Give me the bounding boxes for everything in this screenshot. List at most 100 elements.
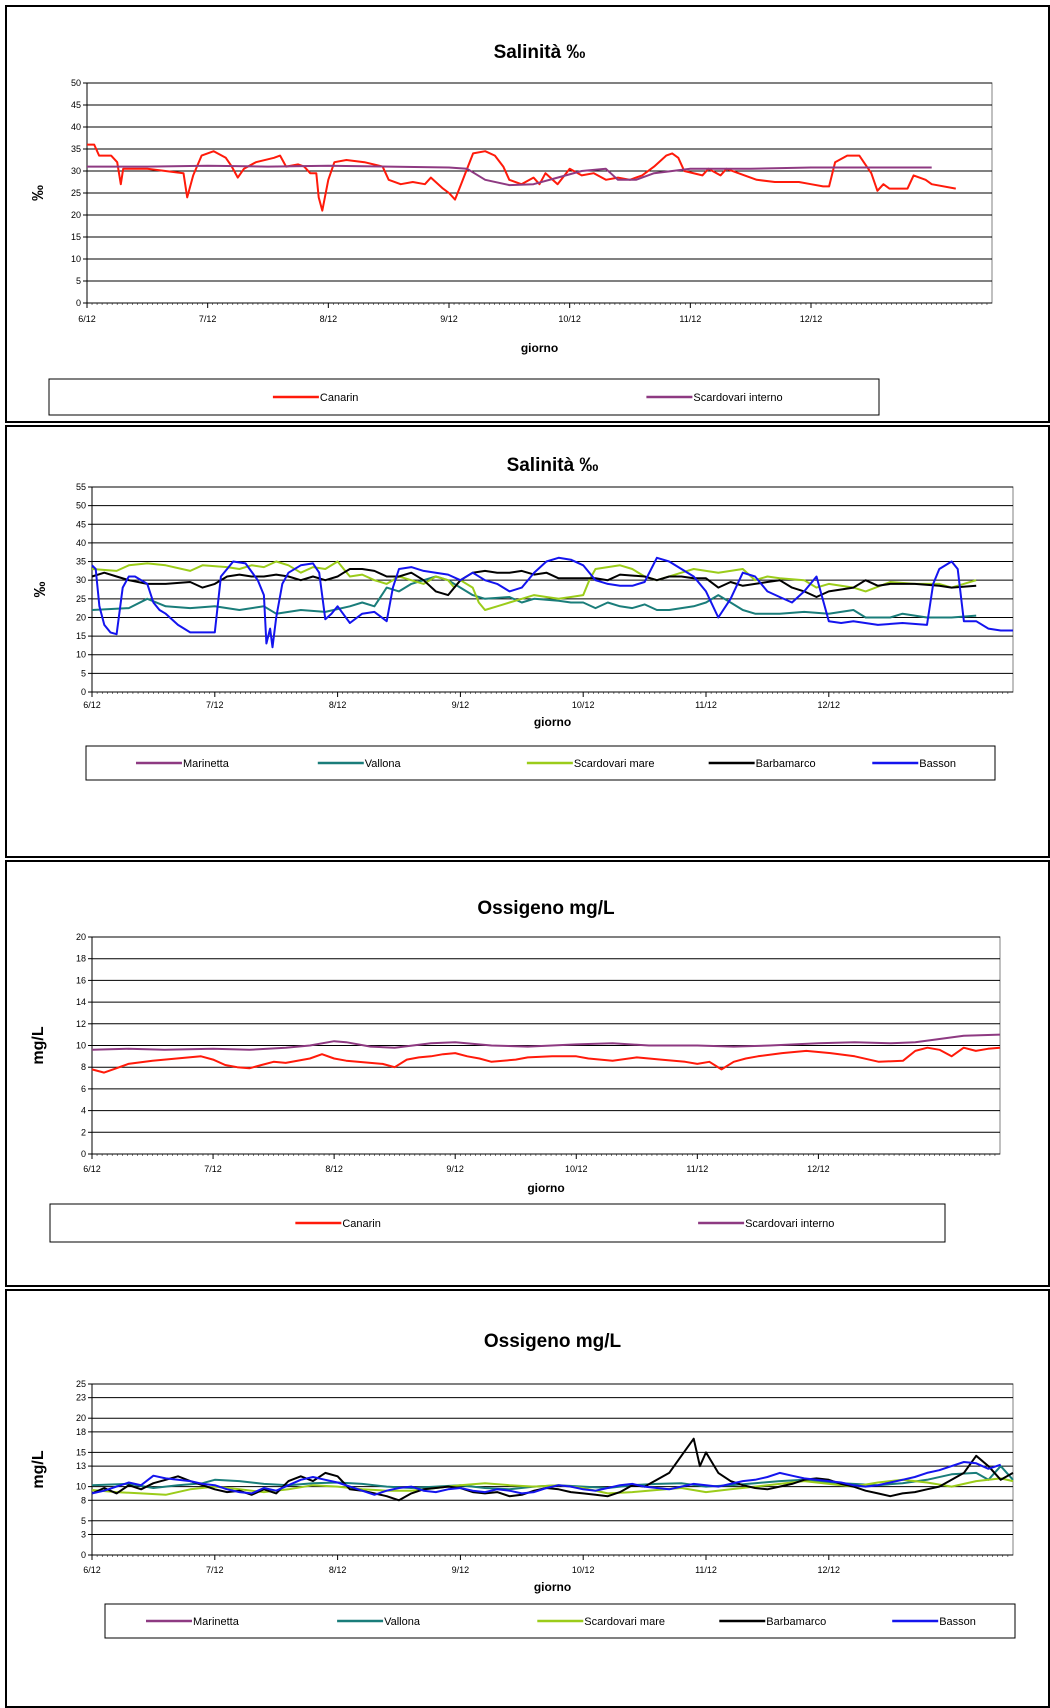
x-tick-label: 12/12 [818, 700, 841, 710]
y-tick-label: 15 [76, 631, 86, 641]
x-axis-label: giorno [534, 1580, 571, 1594]
legend-label: Vallona [365, 758, 402, 770]
legend-label: Marinetta [193, 1616, 240, 1628]
legend-label: Scardovari mare [584, 1616, 665, 1628]
legend-label: Barbamarco [766, 1616, 826, 1628]
legend-label: Scardovari mare [574, 758, 655, 770]
y-tick-label: 35 [76, 557, 86, 567]
legend-box [104, 1603, 1016, 1639]
x-tick-label: 6/12 [83, 700, 101, 710]
chart-panel-ossigeno-1: Ossigeno mg/L 0 2 4 6 8 10 12 14 16 18 20 6/12 7/12 8/… [5, 860, 1050, 1287]
y-tick-label: 20 [71, 210, 81, 220]
x-tick-label: 9/12 [446, 1164, 464, 1174]
chart-svg: Ossigeno mg/L 0 3 5 8 10 13 15 18 20 23 25 6/12 7/12 8… [30, 1331, 1016, 1639]
y-tick-label: 45 [71, 100, 81, 110]
y-tick-label: 23 [76, 1393, 86, 1403]
x-tick-label: 12/12 [818, 1565, 841, 1575]
x-tick-label: 10/12 [565, 1164, 588, 1174]
y-tick-label: 50 [71, 78, 81, 88]
x-tick-label: 6/12 [83, 1164, 101, 1174]
x-tick-label: 9/12 [452, 700, 470, 710]
y-tick-label: 25 [76, 594, 86, 604]
y-tick-label: 10 [76, 1041, 86, 1051]
y-axis-label: ‰ [30, 185, 47, 201]
y-tick-label: 4 [81, 1106, 86, 1116]
legend-label: Canarin [320, 392, 359, 404]
y-tick-label: 15 [71, 232, 81, 242]
y-tick-label: 18 [76, 954, 86, 964]
x-tick-label: 9/12 [440, 314, 458, 324]
legend-label: Canarin [342, 1218, 381, 1230]
x-tick-label: 8/12 [329, 700, 347, 710]
legend-label: Scardovari interno [693, 392, 782, 404]
chart-panel-ossigeno-2: Ossigeno mg/L 0 3 5 8 10 13 15 18 20 23 25 6/12 7/12 8… [5, 1289, 1050, 1708]
legend-label: Vallona [384, 1616, 421, 1628]
x-tick-label: 11/12 [686, 1164, 708, 1174]
chart-svg: Salinità ‰ 0 5 10 15 20 25 30 35 40 45 50 6/12 7/12 8/… [30, 42, 993, 416]
y-tick-label: 20 [76, 1413, 86, 1423]
x-tick-label: 8/12 [325, 1164, 343, 1174]
series-line-basson [91, 556, 1013, 649]
series-line-scardovari-interno [91, 1033, 1001, 1051]
chart-svg: Salinità ‰ 0 5 10 15 20 25 30 35 40 45 50 55 6/12 7/12… [32, 455, 1014, 781]
y-tick-label: 20 [76, 932, 86, 942]
y-axis-label: mg/L [30, 1026, 47, 1064]
y-tick-label: 0 [81, 1550, 86, 1560]
x-tick-label: 12/12 [800, 314, 823, 324]
y-tick-label: 40 [76, 538, 86, 548]
y-tick-label: 12 [76, 1019, 86, 1029]
x-axis-label: giorno [521, 341, 558, 355]
y-tick-label: 20 [76, 612, 86, 622]
legend-label: Scardovari interno [745, 1218, 834, 1230]
y-tick-label: 5 [81, 1516, 86, 1526]
x-tick-label: 11/12 [695, 700, 717, 710]
x-tick-label: 10/12 [572, 700, 595, 710]
y-tick-label: 0 [76, 298, 81, 308]
x-tick-label: 10/12 [572, 1565, 595, 1575]
x-tick-label: 6/12 [78, 314, 96, 324]
x-tick-label: 10/12 [558, 314, 581, 324]
y-tick-label: 18 [76, 1427, 86, 1437]
series-line-canarin [91, 1046, 1001, 1074]
plot-area [91, 1383, 1014, 1556]
x-tick-label: 7/12 [206, 700, 224, 710]
y-tick-label: 5 [76, 276, 81, 286]
y-tick-label: 40 [71, 122, 81, 132]
chart-panel-salinita-2: Salinità ‰ 0 5 10 15 20 25 30 35 40 45 50 55 6/12 7/12… [5, 425, 1050, 858]
chart-title: Ossigeno mg/L [484, 1331, 622, 1352]
y-tick-label: 25 [76, 1379, 86, 1389]
legend-label: Barbamarco [756, 758, 816, 770]
y-axis-label: mg/L [30, 1450, 47, 1488]
x-tick-label: 12/12 [807, 1164, 830, 1174]
y-tick-label: 14 [76, 997, 86, 1007]
y-tick-label: 15 [76, 1447, 86, 1457]
x-tick-label: 7/12 [206, 1565, 224, 1575]
y-tick-label: 45 [76, 519, 86, 529]
x-tick-label: 9/12 [452, 1565, 470, 1575]
y-tick-label: 8 [81, 1495, 86, 1505]
y-tick-label: 13 [76, 1461, 86, 1471]
legend-box [49, 1203, 946, 1243]
chart-title: Salinità ‰ [494, 42, 586, 63]
y-tick-label: 3 [81, 1529, 86, 1539]
y-tick-label: 35 [71, 144, 81, 154]
y-tick-label: 6 [81, 1084, 86, 1094]
y-axis-label: ‰ [32, 582, 49, 598]
y-tick-label: 5 [81, 668, 86, 678]
plot-area [91, 486, 1014, 693]
y-tick-label: 0 [81, 687, 86, 697]
y-tick-label: 55 [76, 482, 86, 492]
chart-panel-salinita-1: Salinità ‰ 0 5 10 15 20 25 30 35 40 45 50 6/12 7/12 8/… [5, 5, 1050, 423]
legend-label: Basson [939, 1616, 976, 1628]
x-tick-label: 8/12 [329, 1565, 347, 1575]
chart-svg: Ossigeno mg/L 0 2 4 6 8 10 12 14 16 18 20 6/12 7/12 8/… [30, 898, 1001, 1243]
x-tick-label: 8/12 [320, 314, 338, 324]
y-tick-label: 25 [71, 188, 81, 198]
y-tick-label: 10 [71, 254, 81, 264]
y-tick-label: 8 [81, 1062, 86, 1072]
x-tick-label: 7/12 [204, 1164, 222, 1174]
y-tick-label: 10 [76, 1482, 86, 1492]
x-tick-label: 7/12 [199, 314, 217, 324]
x-axis-label: giorno [527, 1181, 564, 1195]
